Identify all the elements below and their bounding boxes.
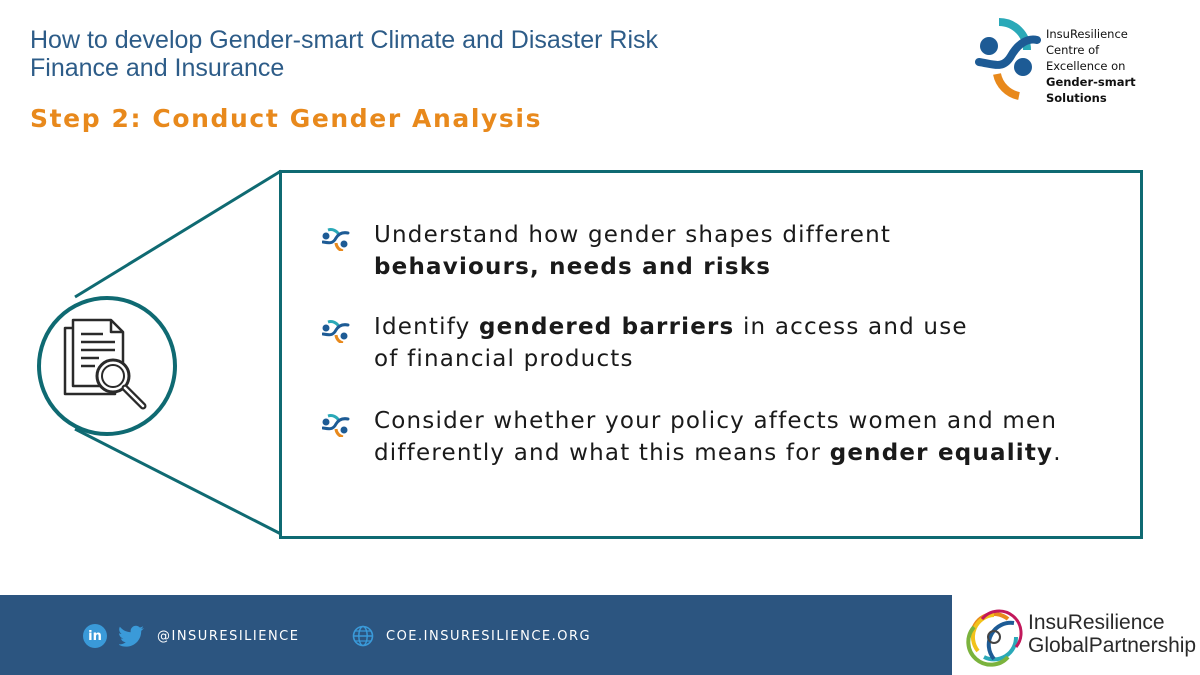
page-title-line-2: Finance and Insurance <box>30 54 285 82</box>
coe-logo-line-3: Excellence on <box>1046 59 1126 73</box>
coe-logo-line-4: Gender-smart <box>1046 75 1136 89</box>
page-title-line-1: How to develop Gender-smart Climate and … <box>30 26 659 54</box>
social-handle[interactable]: @INSURESILIENCE <box>157 628 300 644</box>
bullet-3-bold: gender equality <box>829 440 1054 466</box>
twitter-icon[interactable] <box>119 625 145 647</box>
coe-logo-icon <box>975 18 1041 100</box>
coe-logo-line-1: InsuResilience <box>1046 27 1128 41</box>
bullet-text-2: Identify gendered barriers in access and… <box>374 311 968 375</box>
bullet-2-bold: gendered barriers <box>478 314 735 340</box>
bullet-2-line-2: of financial products <box>374 346 634 372</box>
coe-bullet-icon <box>322 414 350 437</box>
partnership-line-1: InsuResilience <box>1028 611 1165 634</box>
bullet-2-post: in access and use <box>734 314 968 340</box>
bullet-text-3: Consider whether your policy affects wom… <box>374 405 1062 469</box>
global-partnership-icon <box>966 609 1023 667</box>
website-link[interactable]: COE.INSURESILIENCE.ORG <box>386 628 592 644</box>
social-handle-group: in @INSURESILIENCE <box>83 624 300 648</box>
coe-bullet-icon <box>322 320 350 343</box>
partnership-logo: InsuResilience GlobalPartnership <box>952 595 1200 675</box>
coe-bullet-icon <box>322 228 350 251</box>
partnership-logo-text: InsuResilience GlobalPartnership <box>1028 611 1196 657</box>
bullet-text-1: Understand how gender shapes different b… <box>374 219 891 283</box>
bullet-1-line-1: Understand how gender shapes different <box>374 222 892 248</box>
analysis-illustration <box>37 296 177 436</box>
coe-logo: InsuResilience Centre of Excellence on G… <box>975 12 1185 106</box>
content-box: Understand how gender shapes different b… <box>279 170 1143 539</box>
step-heading: Step 2: Conduct Gender Analysis <box>30 104 543 133</box>
bullet-3-post: . <box>1053 440 1062 466</box>
website-group: COE.INSURESILIENCE.ORG <box>352 625 591 647</box>
partnership-line-2: GlobalPartnership <box>1028 634 1197 657</box>
document-magnifier-icon <box>63 318 147 410</box>
globe-icon <box>352 625 374 647</box>
bullet-2-pre: Identify <box>374 314 479 340</box>
footer-bar: in @INSURESILIENCE COE.INSURESILIENCE.OR… <box>0 595 952 675</box>
page-title: How to develop Gender-smart Climate and … <box>30 26 790 82</box>
bullet-3-pre: differently and what this means for <box>374 440 830 466</box>
coe-logo-line-2: Centre of <box>1046 43 1100 57</box>
bullet-1-bold: behaviours, needs and risks <box>374 254 772 280</box>
bullet-3-line-1: Consider whether your policy affects wom… <box>374 408 1058 434</box>
coe-logo-line-5: Solutions <box>1046 91 1107 105</box>
coe-logo-text: InsuResilience Centre of Excellence on G… <box>1046 26 1136 106</box>
linkedin-icon[interactable]: in <box>83 624 107 648</box>
